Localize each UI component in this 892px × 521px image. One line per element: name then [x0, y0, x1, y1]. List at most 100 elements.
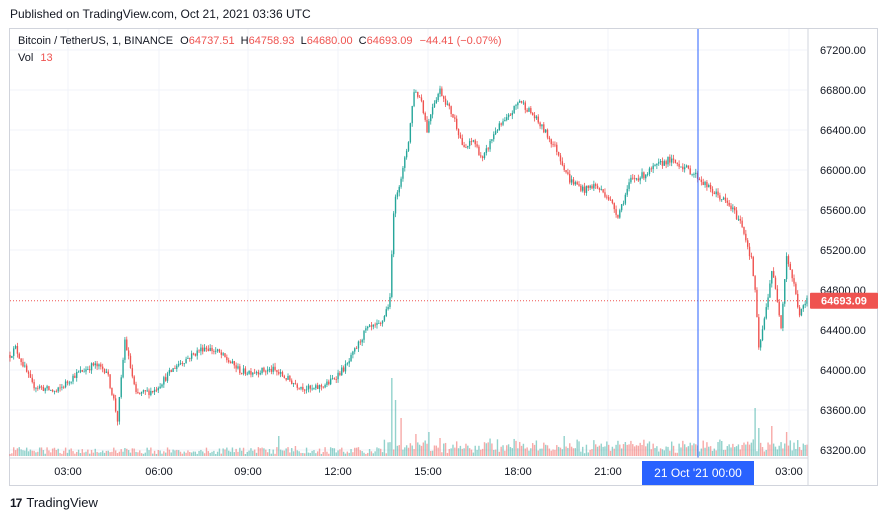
volume-bar: [565, 446, 567, 456]
candle-body: [109, 374, 111, 388]
candle-body: [352, 351, 354, 355]
volume-bar: [376, 447, 378, 456]
candle-body: [87, 369, 89, 370]
open-label: O: [180, 35, 189, 47]
candle-body: [16, 346, 19, 354]
price-tick-label: 63200.00: [820, 445, 866, 457]
volume-bar: [231, 447, 234, 456]
candle-body: [202, 347, 204, 352]
candle-body: [209, 347, 211, 351]
volume-bar: [198, 450, 200, 456]
candle-body: [491, 139, 493, 141]
volume-bar: [64, 447, 67, 456]
candle-body: [326, 381, 328, 385]
volume-bar: [600, 443, 602, 456]
volume-bar: [689, 442, 691, 456]
volume-bar: [405, 445, 408, 456]
volume-bar: [38, 447, 41, 456]
volume-bar: [658, 451, 660, 456]
candle-body: [513, 105, 515, 113]
volume-bar: [587, 452, 589, 456]
candle-body: [51, 390, 54, 392]
volume-bar: [263, 448, 265, 456]
volume-bar: [591, 449, 593, 456]
volume-bar: [279, 449, 282, 456]
volume-bar: [617, 440, 619, 456]
candle-body: [632, 177, 634, 179]
candle-body: [368, 325, 371, 327]
candle-body: [502, 121, 504, 125]
candle-body: [77, 371, 80, 373]
tradingview-brand[interactable]: 17 TradingView: [10, 495, 98, 510]
candle-body: [116, 411, 119, 422]
candle-body: [274, 366, 276, 371]
volume-bar: [702, 440, 704, 456]
candle-body: [548, 137, 551, 140]
candle-body: [255, 371, 258, 373]
candle-body: [450, 106, 452, 115]
candle-body: [387, 306, 389, 310]
candle-body: [546, 129, 549, 138]
candle-body: [94, 363, 96, 366]
volume-bar: [628, 444, 630, 456]
volume-bar: [55, 450, 58, 456]
volume-bar: [161, 453, 163, 456]
chart-frame[interactable]: [9, 28, 878, 486]
volume-bar: [48, 450, 50, 456]
candle-body: [559, 155, 562, 162]
volume-bar: [239, 447, 241, 456]
candle-body: [591, 185, 593, 189]
volume-bar: [426, 443, 428, 456]
volume-bar: [33, 450, 35, 456]
candle-body: [593, 184, 595, 189]
volume-bar: [708, 446, 710, 456]
candle-body: [519, 101, 521, 103]
candle-body: [441, 88, 443, 97]
high-value: 64758.93: [248, 35, 295, 47]
volume-bar: [185, 452, 187, 456]
volume-bar: [569, 443, 571, 456]
candle-body: [602, 189, 604, 193]
candle-body: [122, 359, 124, 378]
candle-body: [615, 209, 617, 215]
volume-bar: [387, 442, 389, 456]
candle-body: [137, 392, 139, 394]
volume-bar: [500, 446, 502, 456]
time-axis: 03:00 06:00 09:00 12:00 15:00 18:00 21:00 03:00: [10, 29, 809, 486]
candle-body: [107, 371, 109, 375]
candle-body: [526, 109, 528, 112]
candle-body: [680, 166, 682, 168]
volume-bar: [85, 451, 87, 456]
volume-bar: [511, 448, 513, 456]
candle-body: [552, 144, 554, 145]
volume-bar: [585, 444, 588, 456]
volume-bar: [92, 452, 95, 456]
volume-bar: [520, 445, 523, 456]
candle-body: [111, 387, 113, 395]
candle-body: [663, 161, 665, 166]
volume-bar: [713, 448, 716, 456]
volume-bar: [806, 444, 808, 456]
candle-body: [472, 140, 475, 142]
volume-bar: [626, 444, 628, 456]
candle-body: [218, 349, 221, 353]
candle-body: [285, 378, 287, 380]
candle-body: [177, 364, 180, 366]
candle-body: [391, 254, 393, 297]
volume-bar: [37, 451, 39, 456]
volume-bar: [177, 450, 180, 456]
candle-body: [113, 394, 115, 399]
volume-bar: [580, 451, 582, 456]
volume-bar: [422, 442, 425, 456]
volume-bar: [233, 452, 235, 456]
volume-bar: [632, 444, 634, 456]
volume-bar: [235, 448, 237, 456]
volume-bar: [365, 453, 367, 456]
candle-body: [307, 385, 310, 390]
volume-bar: [311, 450, 313, 456]
volume-legend: Vol 13: [18, 52, 53, 64]
crosshair-time-tag-label: 21 Oct '21 00:00: [654, 466, 742, 480]
candle-body: [161, 384, 163, 387]
candle-body: [459, 135, 462, 138]
